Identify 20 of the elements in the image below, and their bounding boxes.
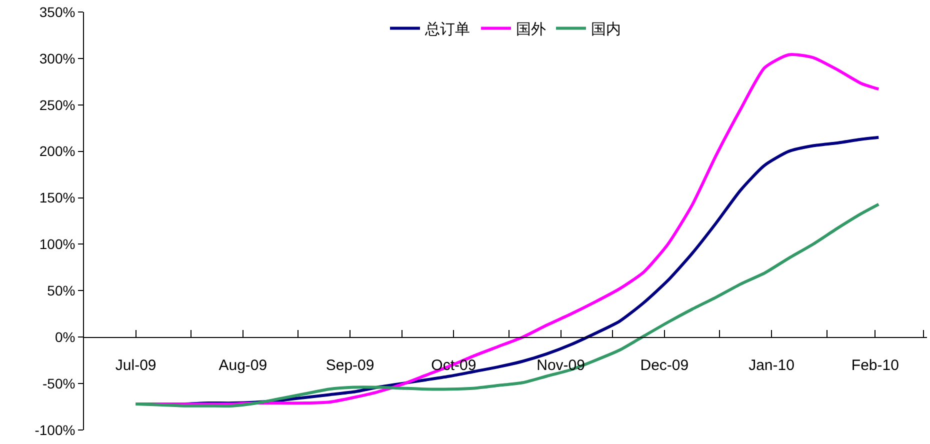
y-tick-label: 100% bbox=[39, 236, 76, 252]
x-tick-label: Jan-10 bbox=[748, 357, 794, 374]
x-tick-label: Jul-09 bbox=[115, 357, 156, 374]
x-tick-label: Dec-09 bbox=[640, 357, 689, 374]
y-tick-label: 350% bbox=[39, 4, 76, 20]
y-tick-label: 150% bbox=[39, 190, 76, 206]
y-tick-label: 300% bbox=[39, 50, 76, 66]
y-tick-label: -50% bbox=[42, 375, 76, 392]
x-tick-label: Aug-09 bbox=[218, 357, 268, 374]
legend-label: 国内 bbox=[591, 21, 621, 38]
y-tick-label: 200% bbox=[39, 143, 76, 160]
y-tick-label: 50% bbox=[47, 282, 76, 299]
y-tick-label: 250% bbox=[39, 96, 76, 113]
x-tick-label: Sep-09 bbox=[326, 357, 374, 374]
y-tick-label: -100% bbox=[34, 422, 76, 438]
y-tick-label: 0% bbox=[54, 329, 76, 346]
legend-label: 总订单 bbox=[424, 21, 470, 38]
x-tick-label: Nov-09 bbox=[536, 357, 585, 374]
x-tick-label: Feb-10 bbox=[851, 357, 899, 374]
legend-label: 国外 bbox=[516, 21, 546, 38]
